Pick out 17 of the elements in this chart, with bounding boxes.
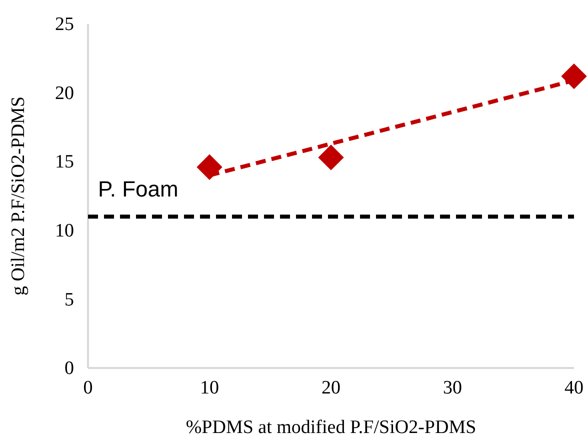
x-tick-label: 40 bbox=[564, 377, 584, 398]
point bbox=[196, 154, 222, 180]
ref-line-label: P. Foam bbox=[98, 176, 178, 202]
x-axis-title: %PDMS at modified P.F/SiO2-PDMS bbox=[186, 417, 476, 438]
y-tick-label: 10 bbox=[55, 220, 74, 242]
x-tick-label: 0 bbox=[83, 377, 93, 398]
y-tick-label: 15 bbox=[55, 152, 74, 173]
x-tick-label: 20 bbox=[322, 377, 340, 398]
point bbox=[318, 144, 344, 170]
point bbox=[561, 63, 587, 90]
x-tick-label: 30 bbox=[443, 377, 462, 398]
x-tick-label: 10 bbox=[200, 377, 219, 398]
y-tick-label: 20 bbox=[55, 82, 74, 104]
y-tick-label: 25 bbox=[55, 14, 74, 36]
y-tick-label: 0 bbox=[64, 358, 74, 380]
y-tick-label: 5 bbox=[64, 289, 74, 310]
y-axis-title: g Oil/m2 P.F/SiO2-PDMS bbox=[8, 96, 29, 296]
